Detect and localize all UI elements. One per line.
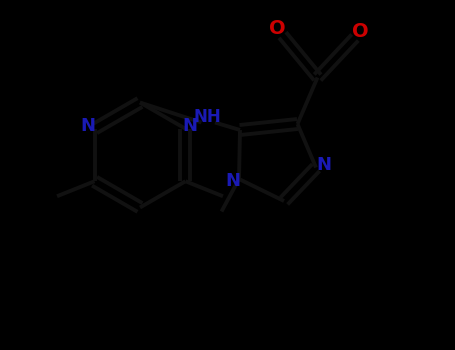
Text: O: O — [269, 20, 286, 38]
Text: NH: NH — [194, 108, 222, 126]
Text: N: N — [81, 117, 96, 135]
Text: O: O — [352, 22, 368, 41]
Text: N: N — [226, 173, 241, 190]
Text: N: N — [316, 156, 331, 174]
Text: N: N — [182, 117, 197, 135]
